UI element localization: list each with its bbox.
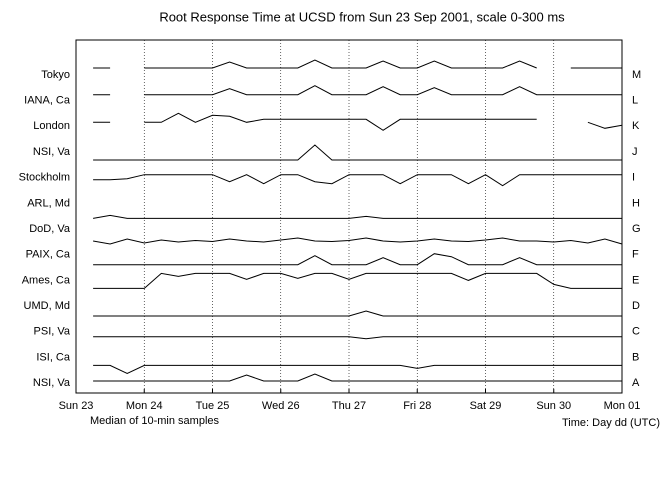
- x-note: Median of 10-min samples: [90, 415, 220, 427]
- series-line: [93, 272, 622, 289]
- row-label: ARL, Md: [27, 197, 70, 209]
- row-label: NSI, Va: [33, 146, 71, 158]
- series-line: [93, 174, 622, 187]
- series-line: [93, 253, 622, 266]
- row-label: NSI, Va: [33, 377, 71, 389]
- row-label: IANA, Ca: [24, 95, 71, 107]
- row-label: London: [33, 120, 70, 132]
- x-tick-label: Sun 30: [536, 400, 571, 412]
- series-line: [93, 237, 623, 245]
- row-label: PAIX, Ca: [26, 249, 71, 261]
- row-label: Ames, Ca: [22, 274, 71, 286]
- row-code: L: [632, 95, 638, 107]
- x-tick-label: Wed 26: [262, 400, 300, 412]
- series-line: [93, 364, 622, 374]
- series-line: [93, 59, 622, 69]
- series-line: [93, 336, 622, 340]
- x-axis-label: Time: Day dd (UTC): [562, 417, 660, 429]
- row-label: Tokyo: [41, 69, 70, 81]
- x-tick-label: Sat 29: [470, 400, 502, 412]
- series-line: [93, 310, 622, 317]
- row-code: G: [632, 223, 641, 235]
- row-code: M: [632, 69, 641, 81]
- x-tick-label: Mon 01: [604, 400, 641, 412]
- row-label: PSI, Va: [34, 326, 71, 338]
- series-line: [93, 112, 623, 131]
- row-code: H: [632, 197, 640, 209]
- series-line: [93, 214, 622, 219]
- row-code: B: [632, 351, 639, 363]
- row-code: K: [632, 120, 640, 132]
- row-code: A: [632, 377, 640, 389]
- row-code: I: [632, 172, 635, 184]
- x-tick-label: Tue 25: [196, 400, 230, 412]
- row-label: DoD, Va: [29, 223, 71, 235]
- x-tick-label: Mon 24: [126, 400, 163, 412]
- x-tick-label: Fri 28: [403, 400, 431, 412]
- row-label: Stockholm: [19, 172, 70, 184]
- row-code: E: [632, 274, 639, 286]
- row-code: C: [632, 326, 640, 338]
- x-tick-label: Thu 27: [332, 400, 366, 412]
- series-line: [93, 85, 622, 96]
- row-label: ISI, Ca: [36, 351, 71, 363]
- series-line: [93, 144, 622, 161]
- row-code: J: [632, 146, 638, 158]
- row-code: D: [632, 300, 640, 312]
- chart-title: Root Response Time at UCSD from Sun 23 S…: [159, 9, 565, 24]
- series-line: [93, 373, 622, 382]
- row-code: F: [632, 249, 639, 261]
- x-tick-label: Sun 23: [59, 400, 94, 412]
- row-label: UMD, Md: [24, 300, 70, 312]
